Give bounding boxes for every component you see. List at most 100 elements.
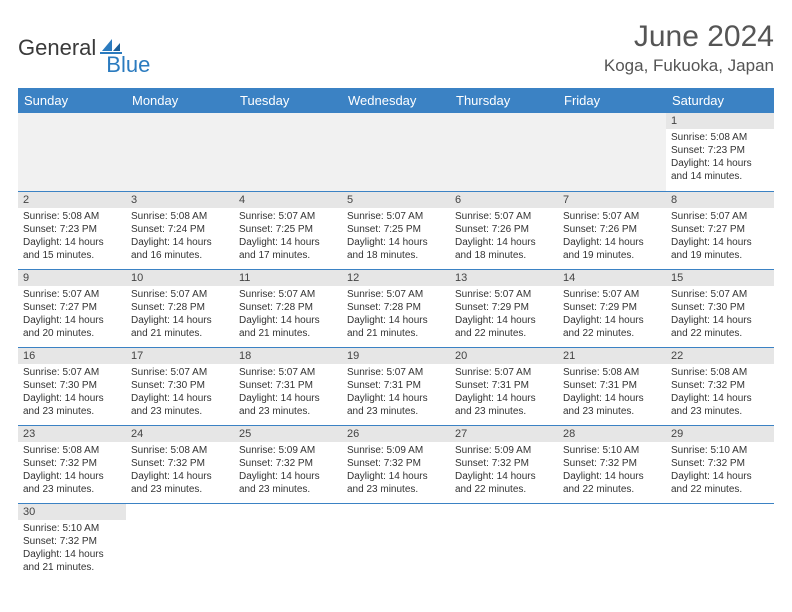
day-number: 22 [666, 348, 774, 364]
sunset-text: Sunset: 7:32 PM [23, 535, 121, 548]
sunrise-text: Sunrise: 5:08 AM [23, 444, 121, 457]
sunset-text: Sunset: 7:31 PM [239, 379, 337, 392]
daylight-text-2: and 22 minutes. [455, 483, 553, 496]
daylight-text-2: and 22 minutes. [563, 327, 661, 340]
calendar-cell: 21Sunrise: 5:08 AMSunset: 7:31 PMDayligh… [558, 347, 666, 425]
sunset-text: Sunset: 7:29 PM [455, 301, 553, 314]
daylight-text-1: Daylight: 14 hours [671, 470, 769, 483]
sunrise-text: Sunrise: 5:08 AM [23, 210, 121, 223]
day-number: 10 [126, 270, 234, 286]
calendar-cell: 16 Sunrise: 5:07 AMSunset: 7:30 PMDayligh… [18, 347, 126, 425]
sunrise-text: Sunrise: 5:07 AM [563, 210, 661, 223]
day-number: 13 [450, 270, 558, 286]
calendar-cell: 19Sunrise: 5:07 AMSunset: 7:31 PMDayligh… [342, 347, 450, 425]
sunrise-text: Sunrise: 5:08 AM [131, 210, 229, 223]
daylight-text-2: and 20 minutes. [23, 327, 121, 340]
sunset-text: Sunset: 7:27 PM [671, 223, 769, 236]
day-number: 2 [18, 192, 126, 208]
day-details: Sunrise: 5:08 AMSunset: 7:23 PMDaylight:… [666, 129, 774, 187]
calendar-cell: 25Sunrise: 5:09 AMSunset: 7:32 PMDayligh… [234, 425, 342, 503]
sunrise-text: Sunrise: 5:10 AM [563, 444, 661, 457]
sunset-text: Sunset: 7:32 PM [455, 457, 553, 470]
sunset-text: Sunset: 7:28 PM [131, 301, 229, 314]
day-details: Sunrise: 5:07 AMSunset: 7:25 PMDaylight:… [234, 208, 342, 266]
day-header-row: Sunday Monday Tuesday Wednesday Thursday… [18, 88, 774, 113]
sunrise-text: Sunrise: 5:07 AM [347, 288, 445, 301]
day-details: Sunrise: 5:08 AMSunset: 7:31 PMDaylight:… [558, 364, 666, 422]
daylight-text-1: Daylight: 14 hours [563, 314, 661, 327]
sunrise-text: Sunrise: 5:07 AM [455, 366, 553, 379]
calendar-cell: 24Sunrise: 5:08 AMSunset: 7:32 PMDayligh… [126, 425, 234, 503]
sunrise-text: Sunrise: 5:07 AM [23, 366, 121, 379]
day-details: Sunrise: 5:07 AMSunset: 7:31 PMDaylight:… [234, 364, 342, 422]
day-number: 16 [18, 348, 126, 364]
sunrise-text: Sunrise: 5:10 AM [671, 444, 769, 457]
daylight-text-1: Daylight: 14 hours [347, 470, 445, 483]
daylight-text-1: Daylight: 14 hours [347, 392, 445, 405]
daylight-text-1: Daylight: 14 hours [671, 314, 769, 327]
daylight-text-2: and 22 minutes. [563, 483, 661, 496]
calendar-cell: 17Sunrise: 5:07 AMSunset: 7:30 PMDayligh… [126, 347, 234, 425]
calendar-week: 16Sunrise: 5:07 AMSunset: 7:30 PMDayligh… [18, 347, 774, 425]
daylight-text-1: Daylight: 14 hours [563, 470, 661, 483]
logo-text-dark: General [18, 35, 96, 61]
day-details: Sunrise: 5:07 AMSunset: 7:30 PMDaylight:… [666, 286, 774, 344]
sunset-text: Sunset: 7:27 PM [23, 301, 121, 314]
daylight-text-2: and 14 minutes. [671, 170, 769, 183]
daylight-text-1: Daylight: 14 hours [23, 392, 121, 405]
sunset-text: Sunset: 7:32 PM [671, 457, 769, 470]
calendar-cell: 1Sunrise: 5:08 AMSunset: 7:23 PMDaylight… [666, 113, 774, 191]
daylight-text-2: and 22 minutes. [671, 327, 769, 340]
sunset-text: Sunset: 7:29 PM [563, 301, 661, 314]
location: Koga, Fukuoka, Japan [604, 56, 774, 76]
sunrise-text: Sunrise: 5:07 AM [239, 288, 337, 301]
sunset-text: Sunset: 7:30 PM [671, 301, 769, 314]
day-number: 8 [666, 192, 774, 208]
calendar-cell: 27Sunrise: 5:09 AMSunset: 7:32 PMDayligh… [450, 425, 558, 503]
sunset-text: Sunset: 7:30 PM [23, 379, 121, 392]
day-number: 26 [342, 426, 450, 442]
sunrise-text: Sunrise: 5:07 AM [239, 366, 337, 379]
daylight-text-1: Daylight: 14 hours [131, 392, 229, 405]
day-number: 29 [666, 426, 774, 442]
day-details: Sunrise: 5:07 AMSunset: 7:31 PMDaylight:… [342, 364, 450, 422]
day-details: Sunrise: 5:08 AMSunset: 7:32 PMDaylight:… [126, 442, 234, 500]
daylight-text-2: and 18 minutes. [347, 249, 445, 262]
daylight-text-2: and 23 minutes. [563, 405, 661, 418]
day-number: 3 [126, 192, 234, 208]
daylight-text-1: Daylight: 14 hours [455, 314, 553, 327]
day-number: 6 [450, 192, 558, 208]
sunrise-text: Sunrise: 5:07 AM [563, 288, 661, 301]
day-header: Monday [126, 88, 234, 113]
sunset-text: Sunset: 7:32 PM [347, 457, 445, 470]
day-details: Sunrise: 5:07 AMSunset: 7:25 PMDaylight:… [342, 208, 450, 266]
daylight-text-1: Daylight: 14 hours [131, 314, 229, 327]
sunset-text: Sunset: 7:28 PM [239, 301, 337, 314]
logo: General Blue [18, 26, 150, 70]
sunset-text: Sunset: 7:32 PM [239, 457, 337, 470]
sunrise-text: Sunrise: 5:08 AM [131, 444, 229, 457]
daylight-text-2: and 19 minutes. [671, 249, 769, 262]
day-details: Sunrise: 5:07 AMSunset: 7:29 PMDaylight:… [558, 286, 666, 344]
day-header: Tuesday [234, 88, 342, 113]
daylight-text-2: and 23 minutes. [131, 483, 229, 496]
day-number: 11 [234, 270, 342, 286]
sunrise-text: Sunrise: 5:07 AM [347, 210, 445, 223]
daylight-text-2: and 21 minutes. [131, 327, 229, 340]
day-details: Sunrise: 5:09 AMSunset: 7:32 PMDaylight:… [450, 442, 558, 500]
day-details: Sunrise: 5:07 AMSunset: 7:27 PMDaylight:… [666, 208, 774, 266]
calendar-table: Sunday Monday Tuesday Wednesday Thursday… [18, 88, 774, 581]
daylight-text-2: and 22 minutes. [455, 327, 553, 340]
day-number: 14 [558, 270, 666, 286]
daylight-text-2: and 21 minutes. [347, 327, 445, 340]
day-number: 1 [666, 113, 774, 129]
sunset-text: Sunset: 7:25 PM [239, 223, 337, 236]
daylight-text-1: Daylight: 14 hours [23, 236, 121, 249]
day-details: Sunrise: 5:09 AMSunset: 7:32 PMDaylight:… [234, 442, 342, 500]
calendar-cell [342, 503, 450, 581]
calendar-cell: 26Sunrise: 5:09 AMSunset: 7:32 PMDayligh… [342, 425, 450, 503]
title-block: June 2024 Koga, Fukuoka, Japan [604, 20, 774, 76]
sunset-text: Sunset: 7:23 PM [23, 223, 121, 236]
daylight-text-2: and 22 minutes. [671, 483, 769, 496]
daylight-text-1: Daylight: 14 hours [131, 236, 229, 249]
